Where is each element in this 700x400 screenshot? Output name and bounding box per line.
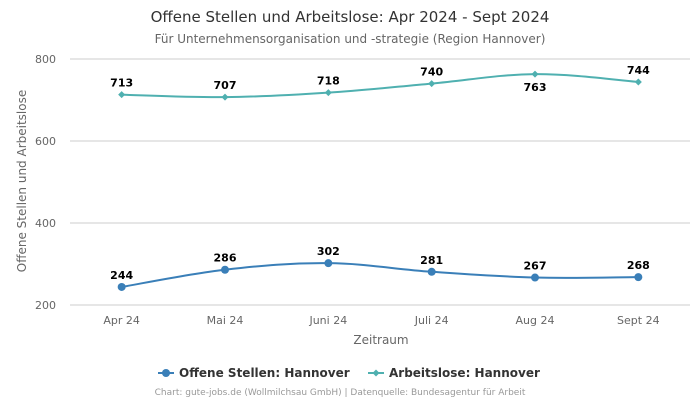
y-tick-label: 200 [35,299,56,312]
data-point[interactable] [324,259,333,268]
data-point[interactable] [118,91,126,99]
data-point[interactable] [427,267,436,276]
data-label: 302 [317,245,340,258]
legend-item[interactable]: Arbeitslose: Hannover [368,366,540,380]
data-label: 244 [110,269,133,282]
x-tick-label: Aug 24 [516,314,555,327]
x-tick-label: Apr 24 [103,314,140,327]
data-point[interactable] [221,93,229,101]
y-axis-ticks: 200 400 600 800 [35,53,56,312]
data-point[interactable] [428,80,436,88]
data-point[interactable] [634,78,642,86]
data-point[interactable] [531,273,539,282]
chart-credits: Chart: gute-jobs.de (Wollmilchsau GmbH) … [155,388,526,398]
legend: Offene Stellen: Hannover Arbeitslose: Han… [158,366,540,380]
chart-subtitle: Für Unternehmensorganisation und -strate… [155,32,546,46]
x-axis-title: Zeitraum [353,333,408,347]
x-tick-label: Sept 24 [617,314,660,327]
data-label: 286 [214,252,237,265]
data-point[interactable] [117,282,126,291]
data-label: 744 [627,64,650,77]
x-tick-label: Juli 24 [414,314,449,327]
data-label: 268 [627,259,650,272]
data-label: 763 [524,81,547,94]
legend-label: Arbeitslose: Hannover [389,366,540,380]
data-label: 713 [110,77,133,90]
data-point[interactable] [324,89,332,97]
chart-title: Offene Stellen und Arbeitslose: Apr 2024… [151,8,550,26]
data-label: 267 [524,260,547,273]
series-line [121,262,639,288]
y-tick-label: 600 [35,135,56,148]
series-line [121,73,639,99]
series-offene-stellen: 244 286 302 281 267 268 [110,245,650,291]
data-label: 718 [317,75,340,88]
legend-item[interactable]: Offene Stellen: Hannover [158,366,350,380]
gridlines [70,58,690,306]
series-group: 244 286 302 281 267 268 713 707 718 740 763 744 [110,64,650,291]
x-tick-label: Juni 24 [308,314,347,327]
x-tick-label: Mai 24 [207,314,244,327]
data-label: 707 [214,79,237,92]
series-arbeitslose: 713 707 718 740 763 744 [110,64,650,101]
y-axis-title: Offene Stellen und Arbeitslose [15,90,29,272]
data-point[interactable] [531,70,539,78]
y-tick-label: 800 [35,53,56,66]
legend-marker [162,369,170,377]
data-point[interactable] [634,273,643,282]
legend-label: Offene Stellen: Hannover [179,366,350,380]
x-axis-ticks: Apr 24 Mai 24 Juni 24 Juli 24 Aug 24 Sept 24 [103,314,659,327]
data-label: 281 [420,254,443,267]
data-label: 740 [420,66,443,79]
data-point[interactable] [221,265,229,274]
y-tick-label: 400 [35,217,56,230]
legend-marker [372,369,380,377]
